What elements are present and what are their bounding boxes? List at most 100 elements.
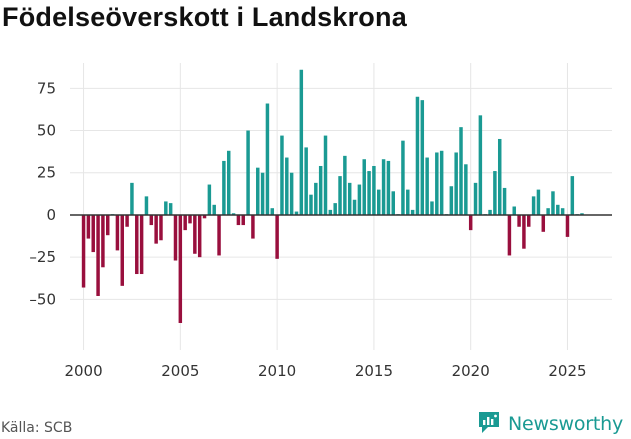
bar — [352, 199, 357, 215]
bar — [580, 213, 584, 215]
bar — [391, 191, 395, 215]
bar — [531, 196, 536, 215]
bar — [357, 184, 362, 215]
bar — [318, 165, 323, 215]
bar — [260, 172, 265, 215]
bar — [420, 100, 425, 215]
bar — [139, 214, 144, 275]
bar — [347, 182, 352, 215]
bar — [435, 152, 439, 215]
bar — [154, 214, 158, 244]
x-tick-label: 2020 — [452, 362, 490, 380]
y-tick-label: 50 — [37, 122, 56, 140]
bar — [173, 214, 178, 261]
bar — [556, 204, 560, 215]
bar — [183, 214, 187, 231]
bar — [115, 214, 120, 251]
bar — [468, 214, 473, 231]
bar — [410, 209, 415, 215]
bar — [430, 201, 434, 215]
bar — [338, 176, 342, 215]
bar — [270, 208, 275, 215]
bar — [289, 172, 294, 215]
bar — [343, 155, 347, 215]
bar — [251, 214, 255, 239]
bar — [178, 214, 183, 323]
bar — [560, 208, 565, 215]
bar — [246, 130, 250, 215]
newsworthy-brand[interactable]: Newsworthy — [476, 409, 623, 439]
bar — [294, 211, 299, 215]
y-tick-label: –25 — [29, 248, 56, 266]
bar — [285, 157, 289, 215]
bar — [197, 214, 202, 258]
bar — [459, 127, 463, 215]
bar — [536, 189, 541, 215]
bar — [502, 187, 507, 215]
bar — [527, 214, 531, 227]
bar — [130, 182, 134, 215]
bar — [125, 214, 129, 227]
bar — [106, 214, 110, 236]
bar — [546, 208, 550, 215]
bar — [551, 191, 555, 215]
bar — [570, 176, 575, 215]
bar — [149, 214, 154, 226]
bar — [493, 171, 497, 215]
y-tick-label: 0 — [46, 206, 56, 224]
bar — [415, 96, 420, 215]
bar — [275, 214, 279, 259]
bar — [507, 214, 512, 256]
bar — [512, 206, 516, 215]
bar — [386, 160, 391, 215]
bar — [212, 204, 216, 215]
y-tick-label: 25 — [37, 164, 56, 182]
bar — [231, 213, 236, 215]
bar — [381, 159, 386, 215]
bar — [86, 214, 91, 239]
bar — [309, 194, 313, 215]
bar — [135, 214, 139, 275]
bar — [256, 167, 260, 215]
bar — [144, 196, 149, 215]
bar — [333, 203, 337, 215]
bar — [91, 214, 95, 253]
bar — [168, 203, 173, 215]
bar — [565, 214, 570, 237]
bar — [372, 165, 376, 215]
bar — [449, 186, 454, 215]
newsworthy-logo-icon — [476, 409, 502, 439]
bar — [188, 214, 192, 224]
bar — [217, 214, 221, 256]
bar — [439, 150, 444, 215]
bar — [454, 152, 458, 215]
bar — [522, 214, 526, 249]
bar — [202, 214, 207, 219]
y-tick-label: 75 — [37, 79, 56, 97]
bar — [464, 164, 468, 215]
bar — [488, 209, 492, 215]
bar — [401, 140, 405, 215]
x-tick-label: 2000 — [64, 362, 102, 380]
bar — [159, 214, 163, 241]
bar — [377, 189, 381, 215]
bar — [101, 214, 105, 268]
bar — [164, 201, 168, 215]
bar — [304, 147, 308, 215]
bar — [222, 160, 226, 215]
bar — [299, 69, 304, 215]
bar — [193, 214, 197, 254]
bar — [226, 150, 231, 215]
bar — [473, 182, 478, 215]
bar — [362, 159, 366, 215]
bars — [81, 69, 584, 323]
grid-lines — [70, 63, 612, 350]
x-axis: 2000 2005 2010 2015 2020 2025 — [64, 362, 586, 380]
x-tick-label: 2015 — [355, 362, 393, 380]
bar — [81, 214, 86, 288]
bar — [236, 214, 241, 226]
y-tick-label: –50 — [29, 290, 56, 308]
brand-name: Newsworthy — [508, 413, 624, 435]
bar — [367, 171, 371, 215]
